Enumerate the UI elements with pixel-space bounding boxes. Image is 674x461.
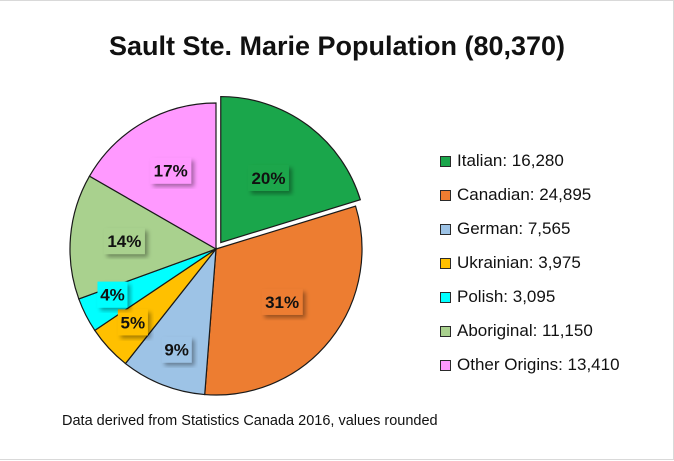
- legend-item-german: German: 7,565: [440, 212, 620, 246]
- data-label-italian: 20%: [247, 164, 289, 191]
- data-label-aboriginal: 14%: [103, 228, 145, 255]
- data-label-box: [247, 164, 289, 191]
- data-label-german: 9%: [161, 336, 192, 363]
- data-label-text: 5%: [121, 313, 146, 332]
- legend-label: Polish: 3,095: [457, 287, 556, 306]
- data-label-text: 20%: [251, 169, 285, 188]
- data-label-box: [103, 228, 145, 255]
- legend-swatch: [440, 189, 451, 201]
- legend-label: Ukrainian: 3,975: [457, 253, 581, 272]
- legend-item-ukrainian: Ukrainian: 3,975: [440, 246, 620, 280]
- data-label-box: [117, 309, 148, 336]
- legend-swatch: [440, 155, 451, 167]
- chart-title: Sault Ste. Marie Population (80,370): [108, 31, 566, 61]
- legend-swatch: [440, 257, 451, 269]
- data-label-box: [161, 336, 192, 363]
- legend-item-canadian: Canadian: 24,895: [440, 178, 620, 212]
- legend-item-aboriginal: Aboriginal: 11,150: [440, 314, 620, 348]
- data-label-text: 17%: [154, 162, 188, 181]
- data-label-polish: 4%: [97, 281, 128, 308]
- legend-item-other-origins: Other Origins: 13,410: [440, 348, 620, 382]
- source-note: Data derived from Statistics Canada 2016…: [62, 413, 438, 429]
- data-label-box: [150, 157, 192, 184]
- legend-item-italian: Italian: 16,280: [440, 144, 620, 178]
- legend-label: German: 7,565: [457, 219, 571, 238]
- data-label-text: 9%: [164, 341, 189, 360]
- data-label-box: [261, 288, 303, 315]
- legend-swatch: [440, 359, 451, 371]
- data-label-text: 14%: [107, 232, 141, 251]
- data-label-text: 4%: [100, 286, 125, 305]
- legend-label: Italian: 16,280: [457, 151, 564, 170]
- legend-label: Other Origins: 13,410: [457, 355, 620, 374]
- legend-swatch: [440, 325, 451, 337]
- legend-label: Canadian: 24,895: [457, 185, 592, 204]
- chart-legend: Italian: 16,280 Canadian: 24,895 German: 7…: [440, 144, 620, 382]
- legend-swatch: [440, 291, 451, 303]
- legend-label: Aboriginal: 11,150: [457, 321, 593, 340]
- pie-slice-italian: [220, 95, 362, 244]
- data-label-other-origins: 17%: [150, 157, 192, 184]
- data-label-canadian: 31%: [261, 288, 303, 315]
- data-label-text: 31%: [265, 293, 299, 312]
- data-label-box: [97, 281, 128, 308]
- pie-slice-german: [124, 247, 217, 396]
- data-label-ukrainian: 5%: [117, 309, 148, 336]
- legend-swatch: [440, 223, 451, 235]
- legend-item-polish: Polish: 3,095: [440, 280, 620, 314]
